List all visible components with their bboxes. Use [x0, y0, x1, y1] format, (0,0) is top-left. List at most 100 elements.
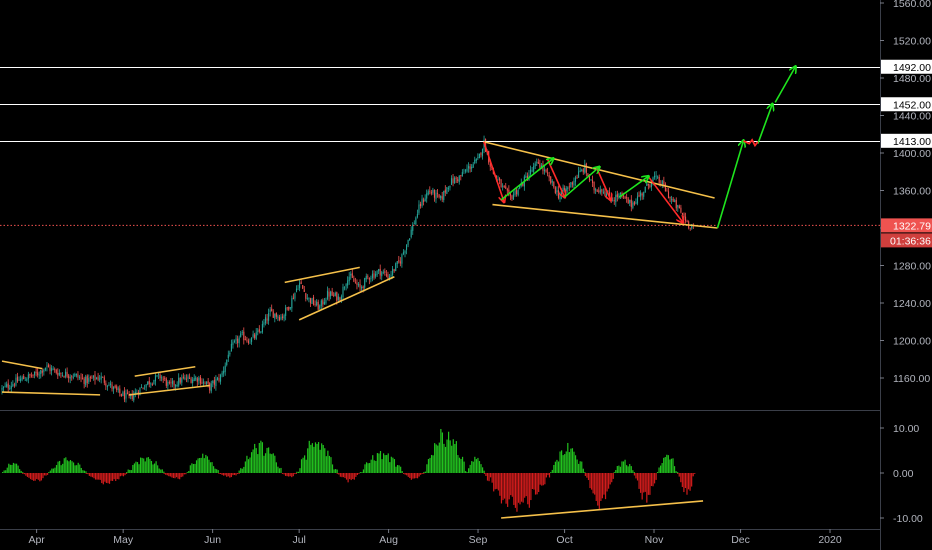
candle-body-186 — [289, 307, 291, 309]
candle-body-383 — [595, 189, 597, 191]
histogram-bar — [378, 453, 380, 473]
candle-body-130 — [202, 381, 205, 384]
candle-body-149 — [232, 342, 234, 345]
candle-body-244 — [379, 268, 381, 276]
candle-body-288 — [447, 188, 449, 189]
histogram-bar — [576, 459, 578, 473]
candle-body-116 — [181, 377, 183, 383]
candle-body-132 — [206, 381, 208, 384]
histogram-bar — [119, 473, 121, 477]
histogram-bar — [503, 473, 506, 499]
candle-body-183 — [285, 307, 287, 316]
candle-body-326 — [506, 189, 508, 191]
histogram-bar — [77, 462, 79, 473]
candle-body-121 — [189, 377, 191, 379]
up-arrow-2 — [618, 176, 648, 198]
histogram-bar — [60, 465, 62, 473]
histogram-bar — [564, 454, 566, 473]
candle-body-388 — [602, 191, 604, 193]
candle-body-184 — [286, 307, 288, 309]
histogram-bar — [299, 468, 301, 473]
candle-body-123 — [192, 379, 194, 384]
candle-body-37 — [58, 373, 60, 375]
histogram-bar — [382, 453, 385, 473]
candle-body-324 — [503, 185, 505, 188]
histogram-bar — [175, 473, 178, 478]
candle-body-96 — [150, 383, 152, 385]
candle-body-353 — [548, 174, 550, 178]
candle-body-403 — [626, 197, 628, 199]
candle-body-101 — [158, 373, 160, 375]
candle-body-330 — [512, 194, 515, 200]
histogram-bar — [31, 473, 33, 480]
candle-body-157 — [244, 339, 246, 341]
histogram-bar — [169, 473, 171, 477]
histogram-bar — [553, 464, 555, 473]
histogram-bar — [161, 469, 163, 473]
histogram-bar — [622, 461, 625, 473]
candle-body-71 — [111, 384, 113, 389]
histogram-bar — [182, 473, 184, 477]
candle-body-424 — [658, 176, 660, 183]
histogram-bar — [438, 442, 440, 473]
histogram-bar — [15, 463, 18, 473]
histogram-bar — [307, 448, 309, 473]
candle-body-441 — [685, 216, 687, 222]
histogram-bar — [336, 469, 338, 473]
histogram-bar — [194, 463, 196, 473]
histogram-bar — [379, 451, 382, 473]
histogram-bar — [694, 473, 696, 474]
candle-body-354 — [550, 176, 552, 184]
candle-body-200 — [311, 298, 313, 304]
histogram-bar — [20, 470, 22, 473]
histogram-bar — [627, 466, 629, 473]
up-arrow-3 — [716, 141, 743, 229]
histogram-bar — [493, 473, 495, 492]
histogram-bar — [469, 464, 471, 473]
histogram-bar — [288, 473, 290, 477]
histogram-bar — [600, 473, 602, 501]
histogram-bar — [559, 451, 561, 473]
candle-body-108 — [168, 382, 170, 383]
candle-body-258 — [401, 254, 403, 264]
histogram-bar — [508, 473, 510, 500]
histogram-bar — [127, 469, 129, 473]
histogram-bar — [644, 473, 646, 492]
candle-body-384 — [596, 190, 598, 192]
candle-body-151 — [235, 338, 237, 341]
candle-body-106 — [165, 378, 167, 386]
histogram-bar — [284, 473, 287, 476]
candle-body-332 — [516, 190, 518, 195]
histogram-bar — [598, 473, 600, 509]
candle-body-409 — [635, 202, 637, 204]
histogram-bar — [302, 457, 304, 473]
histogram-bar — [538, 473, 540, 492]
histogram-bar — [314, 442, 317, 473]
histogram-bar — [478, 461, 481, 473]
candle-body-114 — [178, 377, 180, 386]
histogram-bar — [511, 473, 513, 497]
candle-body-161 — [251, 337, 253, 342]
histogram-bar — [443, 443, 445, 473]
candle-body-38 — [60, 373, 62, 374]
histogram-bar — [640, 473, 642, 493]
candle-body-444 — [689, 227, 691, 229]
candle-body-46 — [72, 376, 74, 378]
histogram-bar — [168, 473, 170, 477]
histogram-bar — [124, 473, 126, 476]
candle-body-63 — [99, 378, 101, 380]
candle-body-386 — [599, 189, 601, 193]
candle-body-178 — [277, 316, 279, 318]
candle-body-199 — [309, 298, 311, 304]
candle-body-21 — [34, 371, 36, 376]
candle-body-211 — [328, 291, 330, 297]
candle-body-128 — [199, 377, 201, 384]
osc-tick-label: -10.00 — [893, 513, 923, 525]
histogram-bar — [271, 454, 273, 473]
candle-body-380 — [590, 179, 592, 181]
histogram-bar — [647, 473, 649, 495]
histogram-bar — [570, 448, 572, 473]
candle-body-304 — [472, 164, 474, 168]
candle-body-338 — [525, 176, 527, 178]
candle-body-344 — [534, 163, 536, 167]
